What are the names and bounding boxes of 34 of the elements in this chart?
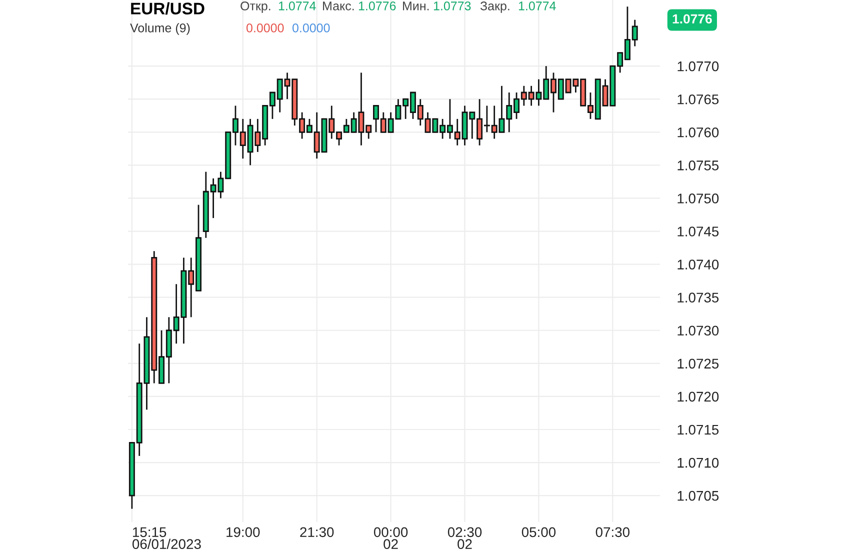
annotation: 0.0000 — [292, 24, 330, 32]
chart-title: EUR/USD — [131, 2, 204, 15]
y-tick-label: 1.0710 — [678, 458, 719, 468]
x-tick-label: 02:30 02 — [448, 527, 482, 550]
x-tick-label: 21:30 — [300, 527, 334, 538]
annotation: Откр. — [240, 2, 270, 13]
y-tick-label: 1.0730 — [678, 326, 719, 336]
y-tick-label: 1.0770 — [678, 61, 719, 72]
y-tick-label: 1.0745 — [678, 226, 719, 236]
x-tick-label: 07:30 — [596, 527, 630, 538]
annotation: 1.0774 — [518, 2, 556, 10]
y-tick-label: 1.0715 — [678, 424, 719, 435]
y-tick-label: 1.0720 — [678, 392, 719, 402]
y-tick-label: 1.0705 — [678, 490, 719, 501]
annotation: Закр. — [480, 2, 510, 13]
annotation: Макс. — [323, 2, 354, 10]
y-tick-label: 1.0750 — [678, 194, 719, 204]
annotation: 1.0774 — [278, 2, 316, 10]
annotation: 1.0773 — [434, 2, 471, 10]
text: 1.0776 — [672, 14, 712, 24]
y-tick-label: 1.0765 — [678, 94, 719, 104]
y-tick-label: 1.0735 — [678, 292, 719, 303]
x-tick-label: 15:15 06/01/2023 — [132, 527, 201, 550]
y-tick-label: 1.0760 — [678, 127, 719, 138]
annotation: 1.0776 — [358, 2, 396, 10]
y-tick-label: 1.0755 — [678, 160, 719, 170]
x-tick-label: 05:00 — [522, 527, 556, 538]
x-tick-label: 00:00 02 — [374, 527, 408, 550]
annotation: Volume (9) — [130, 23, 190, 35]
x-tick-label: 19:00 — [226, 527, 260, 538]
annotation: 0.0000 — [246, 24, 284, 32]
y-tick-label: 1.0725 — [678, 358, 719, 369]
y-tick-label: 1.0740 — [678, 260, 719, 270]
annotation: Мин. — [403, 2, 429, 10]
